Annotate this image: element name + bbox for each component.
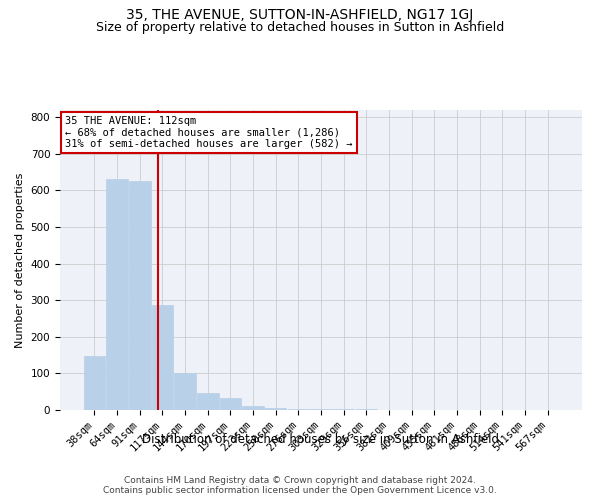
Text: Size of property relative to detached houses in Sutton in Ashfield: Size of property relative to detached ho…: [96, 22, 504, 35]
Bar: [175, 374, 196, 410]
Bar: [220, 398, 241, 410]
Y-axis label: Number of detached properties: Number of detached properties: [15, 172, 25, 348]
Bar: [265, 408, 286, 410]
Bar: [106, 179, 128, 410]
Bar: [197, 393, 218, 410]
Text: 35 THE AVENUE: 112sqm
← 68% of detached houses are smaller (1,286)
31% of semi-d: 35 THE AVENUE: 112sqm ← 68% of detached …: [65, 116, 353, 149]
Text: Contains HM Land Registry data © Crown copyright and database right 2024.
Contai: Contains HM Land Registry data © Crown c…: [103, 476, 497, 495]
Bar: [152, 305, 173, 410]
Bar: [84, 356, 105, 410]
Bar: [287, 409, 309, 410]
Text: 35, THE AVENUE, SUTTON-IN-ASHFIELD, NG17 1GJ: 35, THE AVENUE, SUTTON-IN-ASHFIELD, NG17…: [127, 8, 473, 22]
Bar: [310, 409, 332, 410]
Text: Distribution of detached houses by size in Sutton in Ashfield: Distribution of detached houses by size …: [143, 432, 499, 446]
Bar: [129, 182, 151, 410]
Bar: [242, 406, 264, 410]
